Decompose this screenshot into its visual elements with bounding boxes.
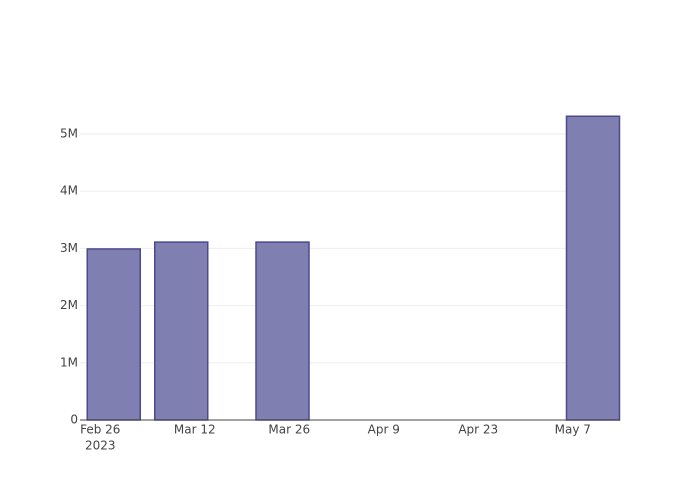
x-tick-label: Apr 9 xyxy=(368,423,400,437)
y-tick-label: 3M xyxy=(60,241,78,255)
x-tick-label: Mar 12 xyxy=(174,423,216,437)
bar xyxy=(255,241,310,421)
y-tick-label: 5M xyxy=(60,126,78,140)
y-tick-label: 0 xyxy=(70,413,78,427)
y-tick-label: 4M xyxy=(60,184,78,198)
x-tick-label: Mar 26 xyxy=(268,423,310,437)
x-tick-label: Apr 23 xyxy=(458,423,498,437)
bar xyxy=(86,248,141,421)
x-tick-year: 2023 xyxy=(85,439,116,453)
bar xyxy=(154,241,209,421)
x-tick-label: May 7 xyxy=(555,423,591,437)
y-tick-label: 2M xyxy=(60,298,78,312)
y-tick-label: 1M xyxy=(60,355,78,369)
x-tick-label: Feb 26 xyxy=(80,423,120,437)
bar xyxy=(565,115,621,421)
